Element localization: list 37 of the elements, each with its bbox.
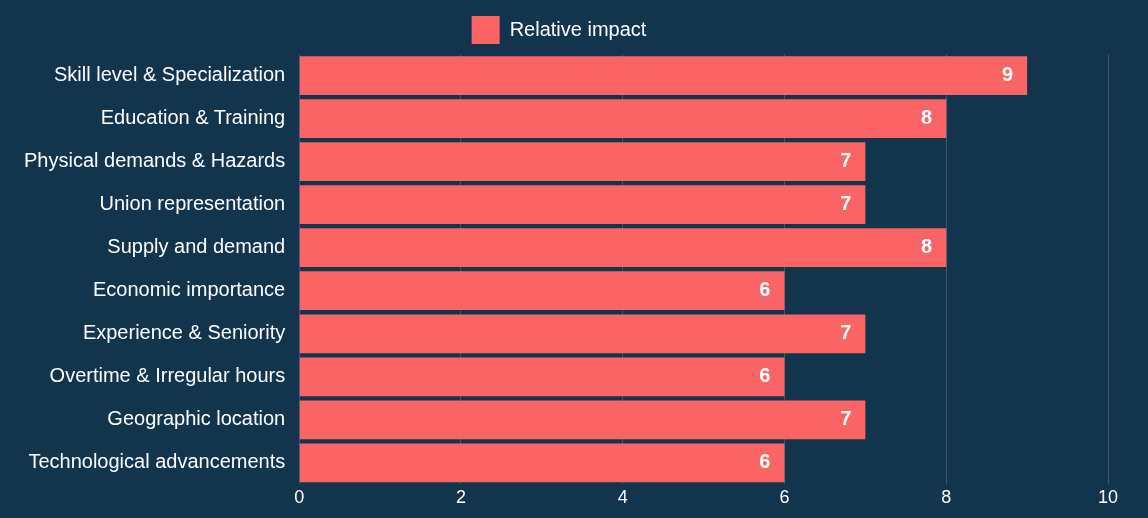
bar — [299, 185, 866, 225]
x-tick-label: 2 — [455, 487, 466, 508]
y-tick-label: Skill level & Specialization — [54, 63, 286, 86]
data-label: 7 — [840, 149, 852, 172]
x-tick-label: 0 — [294, 487, 305, 508]
x-tick-label: 4 — [617, 487, 628, 508]
data-label: 7 — [840, 321, 852, 344]
bar — [299, 142, 866, 181]
y-tick-label: Technological advancements — [28, 450, 286, 473]
y-tick-label: Education & Training — [100, 106, 286, 129]
bar — [299, 400, 866, 440]
y-tick-label: Experience & Seniority — [82, 321, 286, 344]
y-tick-label: Overtime & Irregular hours — [49, 364, 286, 387]
data-label: 6 — [759, 364, 771, 387]
data-label: 8 — [921, 235, 933, 258]
data-label: 7 — [840, 192, 852, 215]
bar — [299, 228, 947, 268]
x-tick-label: 8 — [941, 487, 952, 508]
data-label: 8 — [921, 106, 933, 129]
bar — [299, 357, 785, 397]
bar — [299, 56, 1028, 95]
legend-label: Relative impact — [509, 17, 647, 40]
data-label: 6 — [759, 450, 771, 473]
data-label: 6 — [759, 278, 771, 301]
bar — [299, 443, 785, 483]
y-tick-label: Geographic location — [107, 407, 286, 430]
y-tick-label: Physical demands & Hazards — [24, 149, 286, 172]
y-tick-label: Economic importance — [92, 278, 286, 301]
y-tick-label: Supply and demand — [107, 235, 286, 258]
data-label: 7 — [840, 407, 852, 430]
x-tick-label: 10 — [1097, 487, 1119, 508]
bar — [299, 99, 947, 138]
data-label: 9 — [1002, 63, 1014, 86]
x-tick-label: 6 — [779, 487, 790, 508]
bar — [299, 314, 866, 354]
bar — [299, 271, 785, 311]
y-tick-label: Union representation — [99, 192, 286, 215]
